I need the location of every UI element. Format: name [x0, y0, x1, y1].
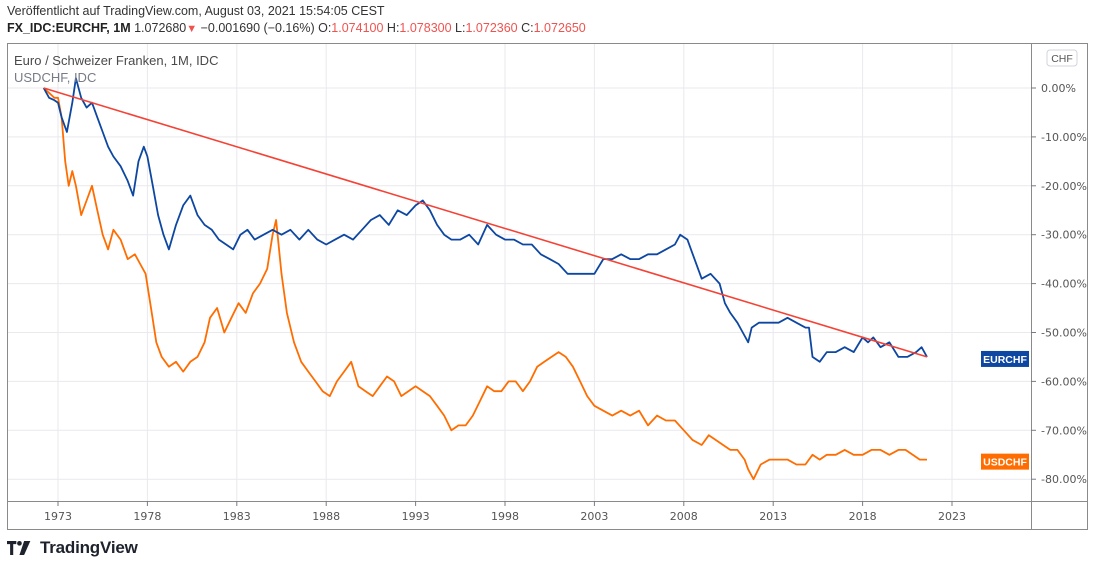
symbol-name[interactable]: FX_IDC:EURCHF, 1M — [7, 21, 131, 35]
series-label-usdchf: USDCHF — [981, 453, 1029, 470]
close-label: C: — [521, 21, 534, 35]
low-value: 1.072360 — [465, 21, 518, 35]
series-label-bg — [981, 453, 1029, 470]
chart-border — [7, 43, 1088, 530]
last-price: 1.072680 — [134, 21, 187, 35]
triangle-down-icon: ▼ — [186, 23, 198, 35]
y-tick-label: -20.00% — [1041, 180, 1087, 193]
series-label-eurchf: EURCHF — [981, 350, 1029, 367]
currency-label: CHF — [1051, 53, 1073, 65]
y-tick-label: -10.00% — [1041, 131, 1087, 144]
series-line-usdchf — [43, 87, 927, 481]
x-tick-label: 1973 — [44, 510, 72, 523]
legend-main-title[interactable]: Euro / Schweizer Franken, 1M, IDC — [14, 53, 218, 68]
low-label: L: — [455, 21, 466, 35]
series-label-bg — [981, 350, 1029, 367]
y-tick-label: -50.00% — [1041, 327, 1087, 340]
trend-line[interactable] — [43, 87, 928, 358]
chart-frame — [7, 43, 1088, 530]
series-price-labels: EURCHF USDCHF — [981, 350, 1029, 470]
tradingview-logo[interactable]: TradingView — [7, 538, 138, 558]
close-value: 1.072650 — [533, 21, 586, 35]
open-value: 1.074100 — [331, 21, 384, 35]
legend-compare-symbol[interactable]: USDCHF, IDC — [14, 70, 96, 85]
x-tick-label: 2008 — [670, 510, 698, 523]
price-axis[interactable]: 0.00% -10.00% -20.00% -30.00% -40.00% -50.00%… — [1031, 82, 1087, 486]
y-tick-label: -60.00% — [1041, 375, 1087, 388]
x-tick-label: 2013 — [759, 510, 787, 523]
high-value: 1.078300 — [399, 21, 452, 35]
published-info: Veröffentlicht auf TradingView.com, Augu… — [7, 4, 385, 18]
x-tick-label: 2003 — [580, 510, 608, 523]
open-label: O: — [318, 21, 332, 35]
series-label-text: EURCHF — [983, 354, 1027, 366]
x-tick-label: 1998 — [491, 510, 519, 523]
x-tick-label: 1983 — [223, 510, 251, 523]
y-tick-label: -40.00% — [1041, 278, 1087, 291]
chart-grid — [7, 43, 1031, 501]
y-tick-label: -70.00% — [1041, 424, 1087, 437]
price-change: −0.001690 (−0.16%) — [200, 21, 315, 35]
y-tick-label: -30.00% — [1041, 229, 1087, 242]
time-axis[interactable]: 1973 1978 1983 1988 1993 1998 2003 2008 2013 2018… — [44, 501, 966, 523]
x-tick-label: 2023 — [938, 510, 966, 523]
x-tick-label: 1993 — [402, 510, 430, 523]
x-tick-label: 2018 — [849, 510, 877, 523]
y-tick-label: -80.00% — [1041, 473, 1087, 486]
x-tick-label: 1988 — [312, 510, 340, 523]
currency-button[interactable]: CHF — [1046, 49, 1078, 67]
tradingview-logo-icon — [7, 541, 31, 555]
high-label: H: — [386, 21, 400, 35]
y-tick-label: 0.00% — [1041, 82, 1076, 95]
symbol-info-bar: FX_IDC:EURCHF, 1M 1.072680▼ −0.001690 (−… — [7, 21, 586, 35]
chart-series — [42, 77, 928, 481]
series-line-eurchf — [42, 77, 928, 363]
brand-name: TradingView — [40, 538, 138, 557]
x-tick-label: 1978 — [133, 510, 161, 523]
series-label-text: USDCHF — [983, 457, 1027, 469]
